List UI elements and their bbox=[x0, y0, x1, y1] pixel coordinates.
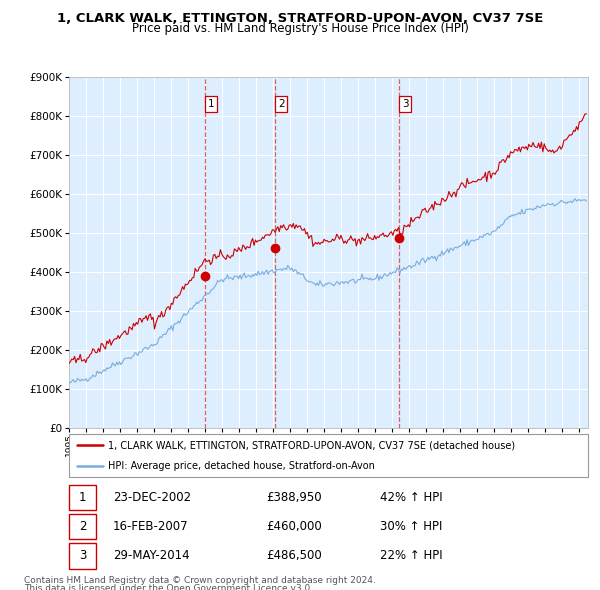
Text: £388,950: £388,950 bbox=[266, 491, 322, 504]
Text: 1, CLARK WALK, ETTINGTON, STRATFORD-UPON-AVON, CV37 7SE (detached house): 1, CLARK WALK, ETTINGTON, STRATFORD-UPON… bbox=[108, 440, 515, 450]
Text: This data is licensed under the Open Government Licence v3.0.: This data is licensed under the Open Gov… bbox=[24, 584, 313, 590]
Text: 3: 3 bbox=[79, 549, 86, 562]
Text: 1: 1 bbox=[79, 491, 86, 504]
Text: Contains HM Land Registry data © Crown copyright and database right 2024.: Contains HM Land Registry data © Crown c… bbox=[24, 576, 376, 585]
Text: 30% ↑ HPI: 30% ↑ HPI bbox=[380, 520, 443, 533]
Bar bbox=[69, 514, 96, 539]
Text: 16-FEB-2007: 16-FEB-2007 bbox=[113, 520, 189, 533]
Text: 2: 2 bbox=[278, 99, 284, 109]
Text: 2: 2 bbox=[79, 520, 86, 533]
Text: £460,000: £460,000 bbox=[266, 520, 322, 533]
Text: 1, CLARK WALK, ETTINGTON, STRATFORD-UPON-AVON, CV37 7SE: 1, CLARK WALK, ETTINGTON, STRATFORD-UPON… bbox=[57, 12, 543, 25]
Text: 23-DEC-2002: 23-DEC-2002 bbox=[113, 491, 191, 504]
Text: 1: 1 bbox=[208, 99, 214, 109]
Text: 42% ↑ HPI: 42% ↑ HPI bbox=[380, 491, 443, 504]
Text: £486,500: £486,500 bbox=[266, 549, 322, 562]
Text: 29-MAY-2014: 29-MAY-2014 bbox=[113, 549, 190, 562]
Bar bbox=[69, 543, 96, 569]
Text: 22% ↑ HPI: 22% ↑ HPI bbox=[380, 549, 443, 562]
Bar bbox=[69, 484, 96, 510]
Text: Price paid vs. HM Land Registry's House Price Index (HPI): Price paid vs. HM Land Registry's House … bbox=[131, 22, 469, 35]
Text: HPI: Average price, detached house, Stratford-on-Avon: HPI: Average price, detached house, Stra… bbox=[108, 461, 375, 471]
Text: 3: 3 bbox=[402, 99, 409, 109]
